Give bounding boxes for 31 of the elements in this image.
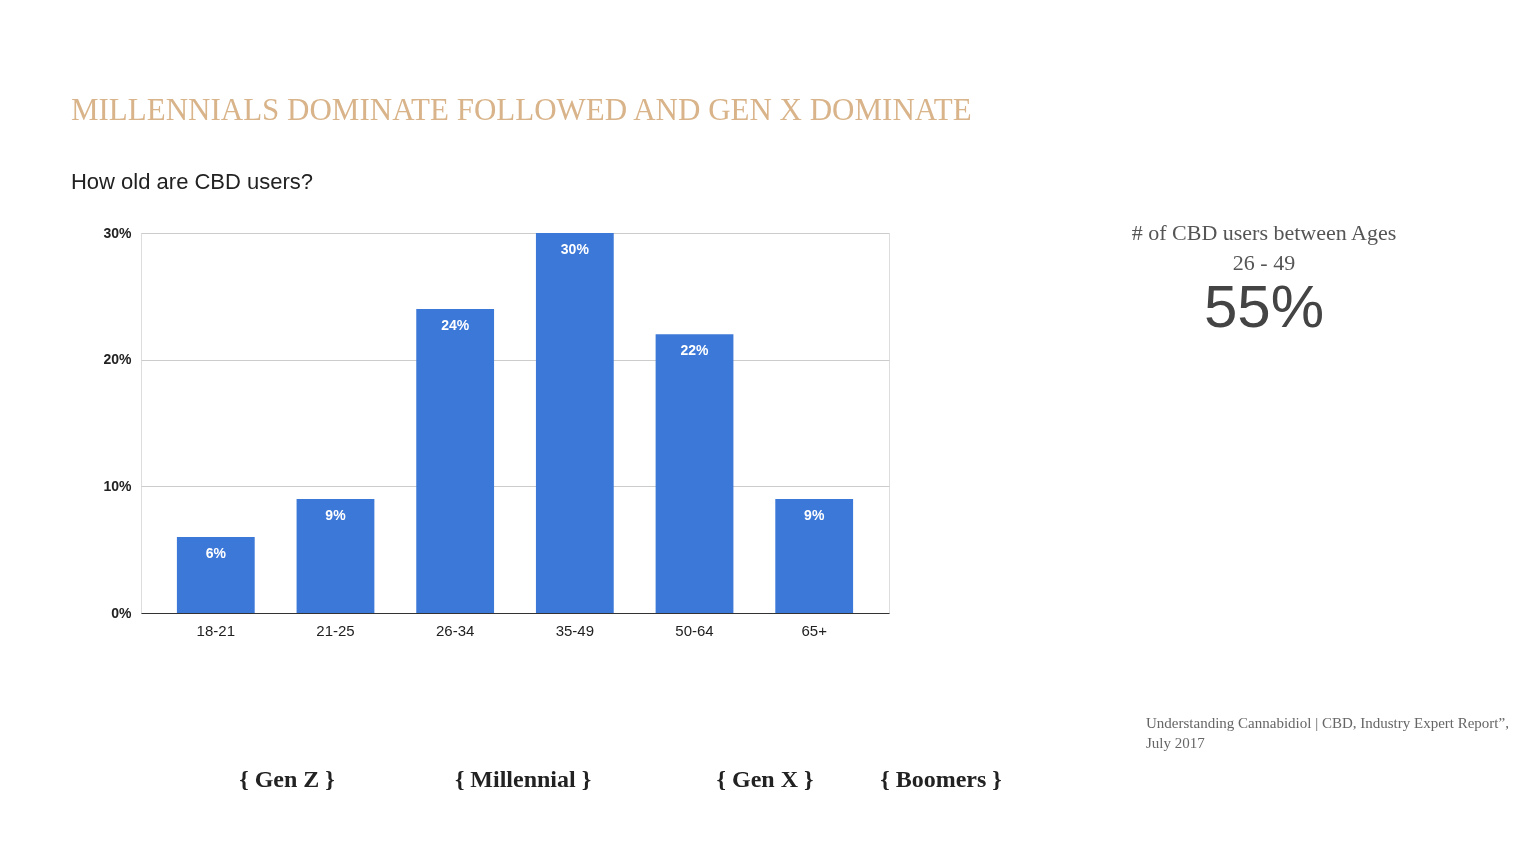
bar (655, 334, 734, 613)
x-tick-label: 35-49 (555, 621, 595, 639)
data-label: 9% (325, 507, 347, 523)
x-tick-label: 18-21 (196, 621, 235, 639)
x-tick-label: 21-25 (316, 621, 355, 639)
text: Understanding Cannabidiol | CBD, Industry Expert Report”, July 2017 (1146, 715, 1509, 752)
text: 55% (1203, 273, 1325, 340)
data-label: 24% (441, 317, 470, 333)
text: { Millennial } (454, 766, 592, 792)
y-tick-label: 0% (111, 604, 133, 621)
x-tick-label: 50-64 (675, 621, 714, 639)
text: { Gen Z } (239, 766, 335, 792)
y-tick-label: 30% (103, 224, 133, 241)
text: { Boomers } (880, 766, 1002, 792)
y-tick-label: 20% (103, 351, 133, 368)
x-tick-label: 26-34 (435, 621, 475, 639)
x-tick-label: 65+ (801, 621, 828, 639)
bar (535, 233, 614, 613)
data-label: 30% (560, 241, 590, 257)
y-tick-label: 10% (103, 477, 133, 494)
data-label: 9% (804, 507, 825, 523)
data-label: 6% (205, 545, 227, 561)
chart-subtitle: How old are CBD users? (70, 169, 314, 194)
bar (176, 537, 255, 613)
bar (296, 499, 375, 613)
bar (775, 499, 854, 613)
text: # of CBD users between Ages 26 - 49 (1131, 220, 1397, 275)
text: { Gen X } (716, 766, 814, 792)
bar (416, 309, 495, 613)
chart-title: MILLENNIALS DOMINATE FOLLOWED AND GEN X DOMINATE (70, 92, 972, 127)
data-label: 22% (680, 342, 710, 359)
